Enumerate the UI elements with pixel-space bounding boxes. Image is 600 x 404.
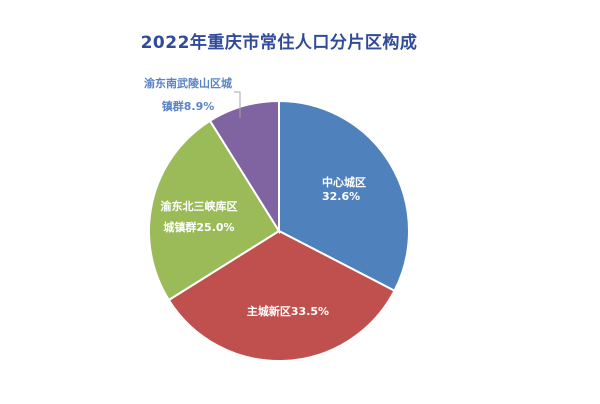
slice-southeast-wuling	[208, 99, 280, 235]
slice-central-urban	[278, 99, 410, 293]
slice-northeast-three-gorges	[148, 119, 281, 302]
data-label: 渝东北三峡库区	[161, 199, 238, 213]
data-label: 32.6%	[322, 190, 360, 203]
leader-line	[234, 91, 241, 118]
data-label: 主城新区33.5%	[247, 304, 329, 318]
chart-title: 2022年重庆市常住人口分片区构成	[140, 33, 418, 53]
data-label: 渝东南武陵山区城	[144, 76, 232, 90]
data-label: 城镇群25.0%	[163, 220, 234, 234]
pie-slices	[148, 99, 410, 363]
data-label: 中心城区	[322, 175, 366, 189]
slice-new-main-city	[167, 229, 396, 363]
data-label: 镇群8.9%	[162, 99, 215, 113]
